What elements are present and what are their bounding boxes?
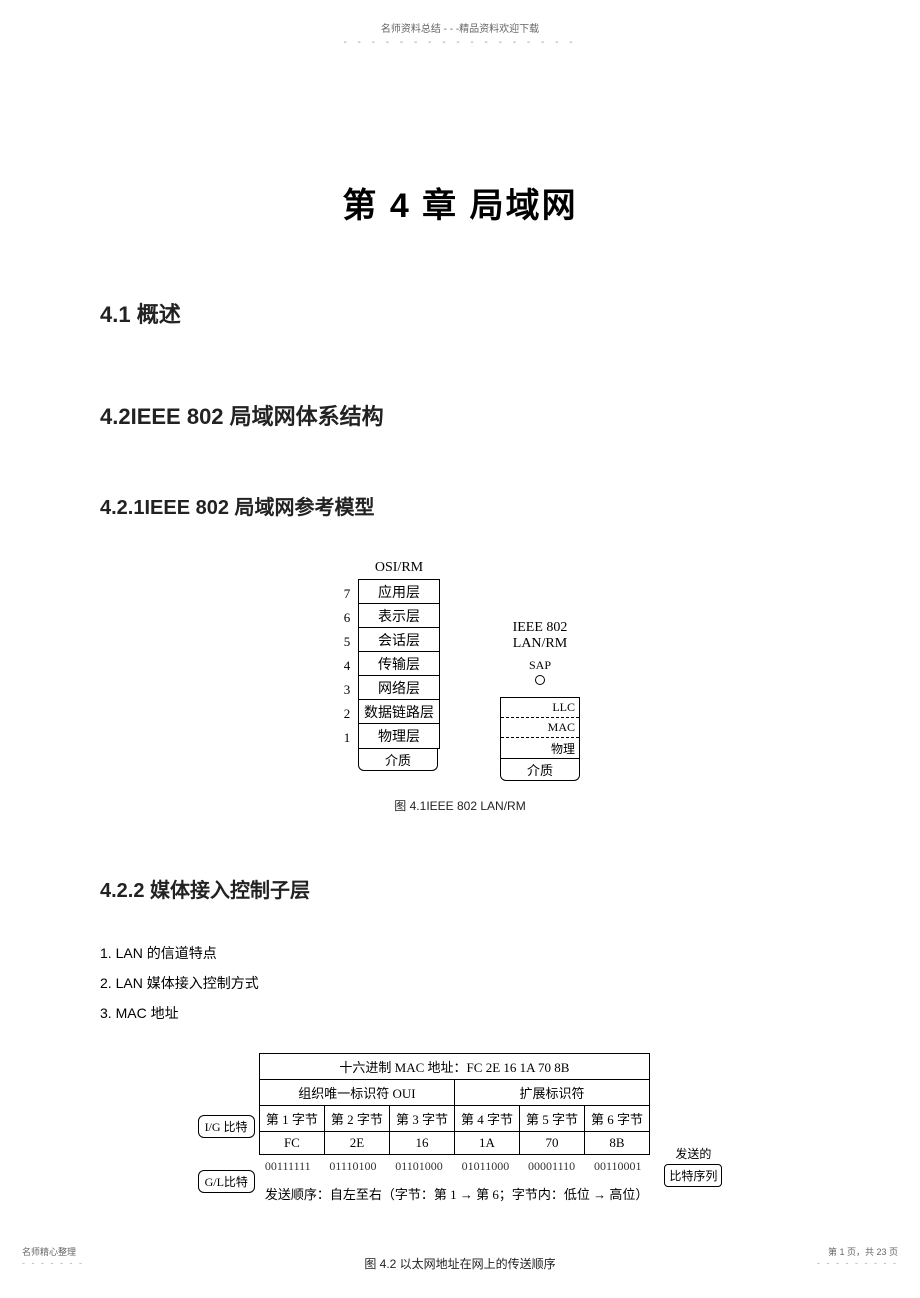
byte-header: 第 4 字节 [454,1106,519,1132]
ieee-media: 介质 [500,759,580,781]
section-4-2-2: 4.2.2 媒体接入控制子层 [100,874,820,903]
ieee-layer: 物理 [501,738,579,758]
mac-hex-title: 十六进制 MAC 地址：FC 2E 16 1A 70 8B [259,1054,649,1080]
byte-header: 第 1 字节 [259,1106,324,1132]
figure-4-1: 7 6 5 4 3 2 1 OSI/RM 应用层 表示层 会话层 传输层 网络层… [100,560,820,781]
section-4-1: 4.1 概述 [100,297,820,329]
bit-seq-label: 比特序列 [664,1164,722,1187]
osi-media: 介质 [358,749,438,771]
bin-cell: 01110100 [323,1155,389,1178]
figure-4-2-caption: 图 4.2 以太网地址在网上的传送顺序 [100,1255,820,1272]
footer-right-text: 第 1 页，共 23 页 [817,1245,898,1258]
ieee-layer: LLC [501,698,579,718]
bin-cell: 01101000 [389,1155,455,1178]
section-4-2: 4.2IEEE 802 局域网体系结构 [100,399,820,431]
footer-right: 第 1 页，共 23 页 - - - - - - - - - [817,1245,898,1268]
osi-num: 1 [340,726,354,750]
footer-left: 名师精心整理 - - - - - - - [22,1245,84,1268]
hex-cell: 1A [454,1132,519,1155]
osi-num: 7 [340,582,354,606]
page-header-dashes: - - - - - - - - - - - - - - - - - [0,37,920,48]
content-area: 第 4 章 局域网 4.1 概述 4.2IEEE 802 局域网体系结构 4.2… [0,178,920,1272]
osi-layer: 会话层 [359,628,439,652]
fig42-left-labels: I/G 比特 G/L比特 [198,1115,255,1225]
ext-group-header: 扩展标识符 [454,1080,649,1106]
ig-bit-label: I/G 比特 [198,1115,255,1138]
osi-layer: 应用层 [359,580,439,604]
byte-header: 第 5 字节 [519,1106,584,1132]
osi-layer: 网络层 [359,676,439,700]
hex-cell: 16 [389,1132,454,1155]
byte-header: 第 3 字节 [389,1106,454,1132]
hex-cell: FC [259,1132,324,1155]
bin-cell: 00111111 [259,1155,323,1178]
osi-layer: 数据链路层 [359,700,439,724]
ieee-layer: MAC [501,718,579,738]
osi-num: 2 [340,702,354,726]
osi-num: 6 [340,606,354,630]
bin-cell: 01011000 [456,1155,522,1178]
osi-table: 应用层 表示层 会话层 传输层 网络层 数据链路层 物理层 [358,579,440,749]
footer-left-text: 名师精心整理 [22,1245,84,1258]
list-item: 2. LAN 媒体接入控制方式 [100,973,820,993]
binary-row: 00111111 01110100 01101000 01011000 0000… [259,1155,655,1178]
oui-group-header: 组织唯一标识符 OUI [259,1080,454,1106]
ieee-label: LAN/RM [513,636,567,652]
send-order-text: 发送顺序：自左至右（字节：第 1 → 第 6；字节内：低位 → 高位） [259,1178,655,1209]
osi-num: 3 [340,678,354,702]
ieee-column: IEEE 802 LAN/RM SAP LLC MAC 物理 介质 [500,620,580,781]
bin-cell: 00110001 [588,1155,654,1178]
hex-cell: 70 [519,1132,584,1155]
chapter-title: 第 4 章 局域网 [100,178,820,227]
list-item: 3. MAC 地址 [100,1003,820,1023]
ieee-stack: LLC MAC 物理 [500,697,580,759]
osi-layer: 表示层 [359,604,439,628]
footer-right-dashes: - - - - - - - - - [817,1258,898,1268]
ieee-label: IEEE 802 [513,620,568,636]
mac-address-table: 十六进制 MAC 地址：FC 2E 16 1A 70 8B 组织唯一标识符 OU… [259,1053,650,1155]
osi-layer: 传输层 [359,652,439,676]
footer-left-dashes: - - - - - - - [22,1258,84,1268]
list-item: 1. LAN 的信道特点 [100,943,820,963]
section-4-2-1: 4.2.1IEEE 802 局域网参考模型 [100,491,820,520]
osi-num: 4 [340,654,354,678]
osi-layer: 物理层 [359,724,439,748]
figure-4-1-caption: 图 4.1IEEE 802 LAN/RM [100,797,820,814]
hex-cell: 8B [584,1132,649,1155]
byte-header: 第 6 字节 [584,1106,649,1132]
fig42-center: 十六进制 MAC 地址：FC 2E 16 1A 70 8B 组织唯一标识符 OU… [259,1053,655,1209]
byte-header: 第 2 字节 [324,1106,389,1132]
osi-label: OSI/RM [358,560,440,576]
send-label-top: 发送的 [664,1143,722,1164]
hex-cell: 2E [324,1132,389,1155]
fig42-right-labels: 发送的 比特序列 [664,1143,722,1187]
numbered-list: 1. LAN 的信道特点 2. LAN 媒体接入控制方式 3. MAC 地址 [100,943,820,1023]
figure-4-2: I/G 比特 G/L比特 十六进制 MAC 地址：FC 2E 16 1A 70 … [100,1053,820,1225]
gl-bit-label: G/L比特 [198,1170,255,1193]
osi-column: OSI/RM 应用层 表示层 会话层 传输层 网络层 数据链路层 物理层 介质 [358,560,440,771]
sap-label: SAP [529,658,551,673]
sap-circle-icon [535,675,545,685]
osi-row-numbers: 7 6 5 4 3 2 1 [340,582,354,750]
osi-num: 5 [340,630,354,654]
bin-cell: 00001110 [522,1155,588,1178]
page-header-text: 名师资料总结 - - -精品资料欢迎下载 [0,0,920,35]
